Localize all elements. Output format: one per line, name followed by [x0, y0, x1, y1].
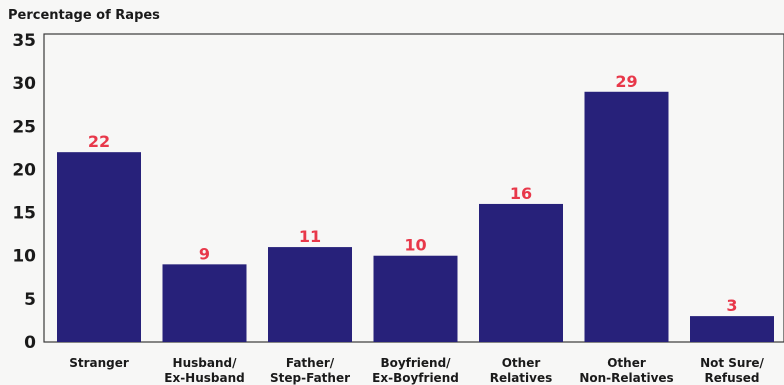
y-tick-label: 20: [12, 160, 36, 180]
data-labels: 22 9 11 10 16 29 3: [88, 72, 738, 315]
bar: [584, 91, 669, 343]
y-tick-label: 5: [24, 290, 36, 310]
bar: [479, 203, 563, 342]
y-tick-label: 35: [12, 31, 36, 51]
bars: [57, 91, 774, 343]
y-tick-label: 10: [12, 247, 36, 267]
x-tick-label: Boyfriend/: [380, 356, 451, 370]
x-axis-ticks: Stranger Husband/Ex-Husband Father/Step-Fa…: [69, 356, 764, 385]
data-label: 16: [510, 184, 532, 203]
y-tick-label: 25: [12, 117, 36, 137]
x-tick-label: Step-Father: [270, 371, 350, 385]
data-label: 3: [726, 296, 737, 315]
x-tick-label: Non-Relatives: [579, 371, 673, 385]
y-tick-label: 0: [24, 333, 36, 353]
x-tick-label: Husband/: [173, 356, 238, 370]
x-tick-label: Not Sure/: [700, 356, 764, 370]
y-tick-label: 30: [12, 74, 36, 94]
data-label: 29: [615, 72, 637, 91]
x-tick-label: Other: [607, 356, 646, 370]
bar: [373, 255, 458, 342]
x-tick-label: Other: [502, 356, 541, 370]
x-tick-label: Stranger: [69, 356, 129, 370]
bar: [268, 247, 352, 342]
x-tick-label: Ex-Husband: [164, 371, 244, 385]
y-axis-title: Percentage of Rapes: [8, 8, 160, 23]
x-tick-label: Relatives: [490, 371, 553, 385]
data-label: 22: [88, 132, 110, 151]
y-axis-ticks: 0 5 10 15 20 25 30 35: [12, 31, 36, 353]
x-tick-label: Refused: [704, 371, 759, 385]
y-tick-label: 15: [12, 204, 36, 224]
data-label: 10: [404, 236, 426, 255]
x-tick-label: Ex-Boyfriend: [372, 371, 459, 385]
bar: [690, 316, 774, 342]
bar: [57, 152, 141, 342]
bar: [162, 264, 247, 342]
x-tick-label: Father/: [286, 356, 335, 370]
data-label: 9: [199, 244, 210, 263]
data-label: 11: [299, 227, 321, 246]
